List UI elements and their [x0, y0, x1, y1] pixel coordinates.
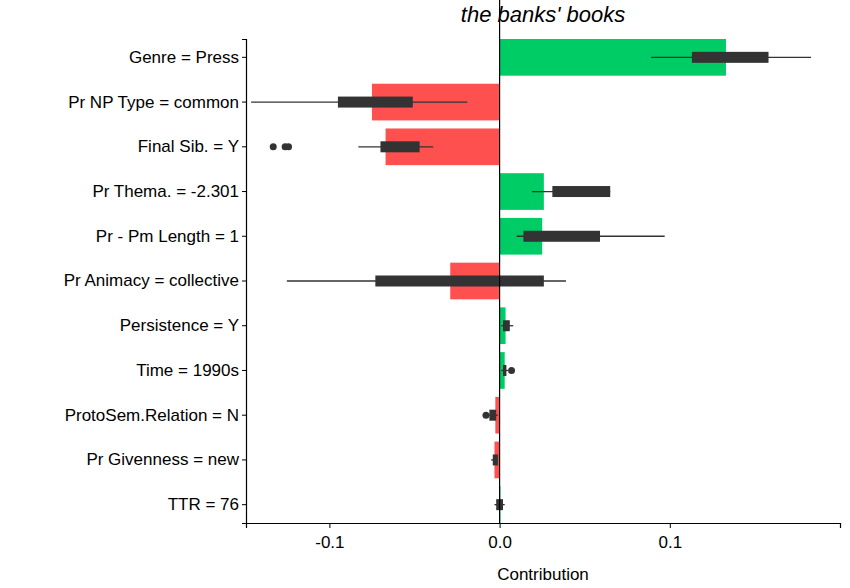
- y-tick: TTR = 76: [168, 495, 246, 514]
- y-tick: Final Sib. = Y: [138, 137, 246, 156]
- chart: -0.1 0.0 0.1 Genre = Press Pr NP Type = comm…: [0, 0, 850, 588]
- box: [493, 454, 498, 465]
- box: [523, 231, 600, 242]
- y-tick-label: ProtoSem.Relation = N: [65, 406, 239, 425]
- box: [503, 320, 510, 331]
- y-tick-label: Pr Thema. = -2.301: [92, 182, 239, 201]
- y-tick-label: Pr - Pm Length = 1: [96, 227, 239, 246]
- x-tick-label: 0.1: [658, 533, 682, 552]
- x-tick-mark: [500, 523, 501, 528]
- box: [338, 97, 413, 108]
- plot-area: [251, 39, 811, 523]
- x-axis-line: [247, 524, 841, 529]
- y-tick-mark: [242, 504, 246, 505]
- y-tick: Time = 1990s: [136, 361, 246, 380]
- box: [692, 52, 769, 63]
- x-tick-label: 0.0: [488, 533, 512, 552]
- y-tick-label: Persistence = Y: [120, 316, 239, 335]
- y-tick: Persistence = Y: [120, 316, 246, 335]
- box: [503, 365, 506, 376]
- zero-line: [499, 0, 500, 523]
- y-tick-mark: [242, 370, 246, 371]
- y-tick-label: Pr Givenness = new: [86, 450, 239, 469]
- y-tick-mark: [242, 191, 246, 192]
- y-tick-mark: [242, 325, 246, 326]
- y-tick: Genre = Press: [129, 48, 246, 67]
- outlier: [508, 367, 515, 374]
- title: the banks' books: [461, 2, 625, 27]
- y-tick-label: Genre = Press: [129, 48, 239, 67]
- y-tick: Pr Givenness = new: [86, 450, 246, 469]
- x-tick-mark: [670, 523, 671, 528]
- y-tick: Pr Thema. = -2.301: [92, 182, 246, 201]
- y-tick: Pr Animacy = collective: [64, 271, 246, 290]
- x-tick: 0.1: [658, 523, 682, 552]
- y-tick-mark: [242, 102, 246, 103]
- outlier: [270, 143, 277, 150]
- y-tick: Pr - Pm Length = 1: [96, 227, 246, 246]
- y-tick-label: TTR = 76: [168, 495, 239, 514]
- y-axis: Genre = Press Pr NP Type = common Final Si…: [64, 40, 247, 524]
- outlier: [285, 143, 292, 150]
- y-tick-mark: [242, 281, 246, 282]
- x-axis: -0.1 0.0 0.1: [247, 523, 841, 552]
- x-tick: -0.1: [315, 523, 344, 552]
- y-tick-mark: [242, 236, 246, 237]
- outlier: [482, 412, 489, 419]
- y-tick-label: Pr Animacy = collective: [64, 271, 239, 290]
- y-tick: Pr NP Type = common: [68, 93, 246, 112]
- x-tick: 0.0: [488, 523, 512, 552]
- y-tick-mark: [242, 415, 246, 416]
- box: [552, 186, 610, 197]
- y-axis-line: [242, 40, 247, 524]
- y-tick-mark: [242, 146, 246, 147]
- x-tick-label: -0.1: [315, 533, 344, 552]
- y-tick-mark: [242, 459, 246, 460]
- y-tick-label: Time = 1990s: [136, 361, 239, 380]
- box: [380, 141, 419, 152]
- y-tick-label: Final Sib. = Y: [138, 137, 239, 156]
- x-tick-mark: [329, 523, 330, 528]
- box: [375, 276, 543, 287]
- x-axis-title: Contribution: [497, 565, 589, 584]
- y-tick-label: Pr NP Type = common: [68, 93, 239, 112]
- y-tick: ProtoSem.Relation = N: [65, 406, 246, 425]
- box: [489, 410, 496, 421]
- y-tick-mark: [242, 57, 246, 58]
